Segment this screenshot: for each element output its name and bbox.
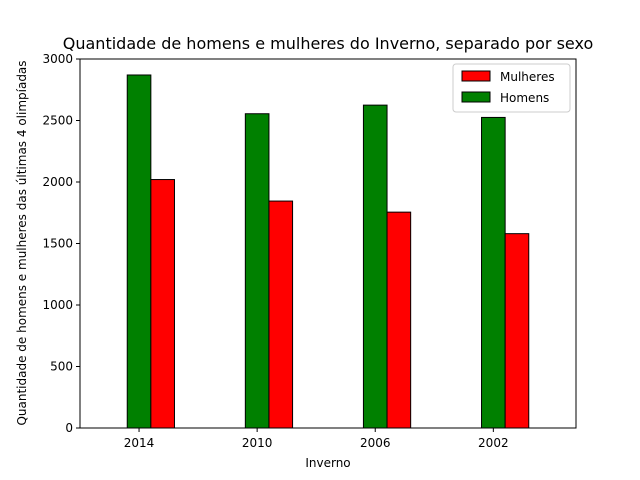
bars-group [126, 74, 530, 429]
legend-swatch-mulheres [461, 70, 491, 82]
bar-homens-2014 [126, 74, 152, 429]
y-tick-label: 3000 [42, 52, 73, 66]
bar-mulheres-2006 [386, 211, 412, 429]
y-tick-label: 500 [50, 360, 73, 374]
bar-mulheres-2002 [504, 233, 530, 429]
x-axis-label: Inverno [305, 456, 350, 470]
y-ticks-group: 0 500 1000 1500 2000 2500 3000 [42, 52, 80, 435]
x-tick-label: 2002 [478, 436, 509, 450]
bar-homens-2010 [244, 113, 270, 429]
y-axis-label: Quantidade de homens e mulheres das últi… [15, 60, 29, 425]
legend-label-mulheres: Mulheres [500, 70, 555, 84]
y-tick-label: 1500 [42, 237, 73, 251]
bar-homens-2006 [362, 104, 388, 429]
y-tick-label: 1000 [42, 298, 73, 312]
legend-label-homens: Homens [500, 91, 549, 105]
x-tick-label: 2014 [124, 436, 155, 450]
legend: Mulheres Homens [452, 63, 571, 113]
chart-title: Quantidade de homens e mulheres do Inver… [63, 34, 593, 53]
x-tick-label: 2006 [360, 436, 391, 450]
x-ticks-group: 2014 2010 2006 2002 [124, 428, 509, 450]
y-tick-label: 2500 [42, 114, 73, 128]
legend-swatch-homens [461, 91, 491, 103]
bar-homens-2002 [481, 116, 506, 429]
y-tick-label: 0 [65, 421, 73, 435]
y-tick-label: 2000 [42, 175, 73, 189]
bar-mulheres-2014 [150, 179, 175, 429]
x-tick-label: 2010 [242, 436, 273, 450]
bar-mulheres-2010 [268, 200, 294, 429]
